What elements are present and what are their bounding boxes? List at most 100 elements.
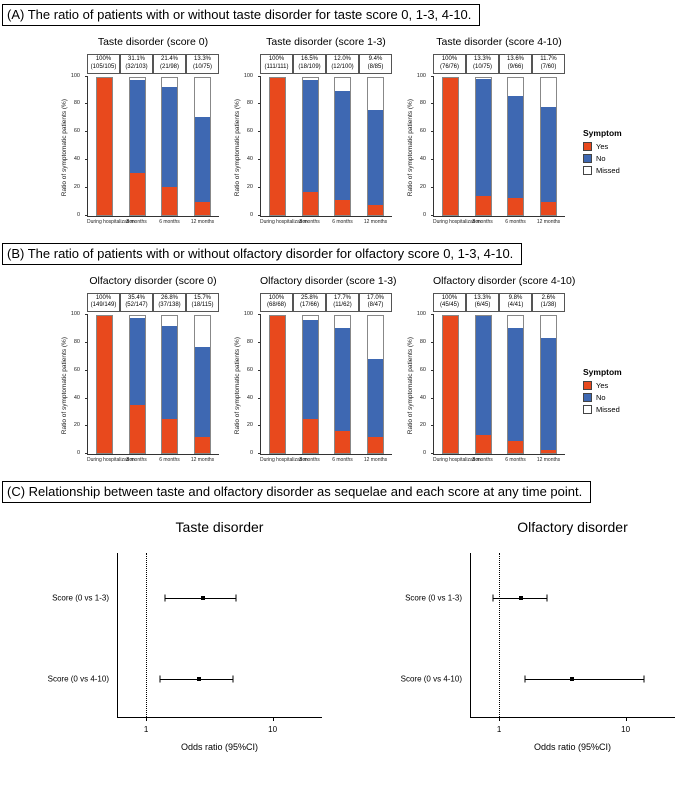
bar-segment-missed bbox=[508, 77, 524, 96]
bar-value-label: 11.7% (7/60) bbox=[532, 54, 565, 74]
y-tick: 20 bbox=[420, 184, 434, 190]
y-tick-label: 20 bbox=[73, 183, 80, 190]
bar-column bbox=[186, 76, 219, 216]
bar-column bbox=[88, 315, 121, 455]
barchart-taste-score-4-10: Ratio of symptomatic patients (%) Taste d… bbox=[404, 36, 565, 225]
forest-row-label: Score (0 vs 4-10) bbox=[400, 674, 462, 684]
bar-segment-missed bbox=[129, 77, 145, 81]
y-tick: 80 bbox=[420, 100, 434, 106]
bar-segment-yes bbox=[442, 77, 458, 215]
bar-segment-missed bbox=[368, 316, 384, 359]
legend-title: Symptom bbox=[583, 366, 622, 377]
bar-percent: 100% bbox=[268, 294, 285, 301]
panel-a-chart-row: Ratio of symptomatic patients (%) Taste d… bbox=[0, 28, 700, 239]
bar-label-cell: 2.6% (1/38) bbox=[532, 292, 565, 313]
legend-label: Yes bbox=[596, 380, 609, 390]
panel-c-title: Relationship between taste and olfactory… bbox=[28, 484, 583, 500]
bar-segment-missed bbox=[302, 316, 318, 321]
y-tick: 100 bbox=[71, 311, 88, 317]
bar-value-label: 100% (111/111) bbox=[260, 54, 293, 74]
chart-title: Taste disorder (score 1-3) bbox=[266, 36, 386, 48]
bar-fraction: (32/103) bbox=[125, 63, 148, 70]
x-tick-label: 12 months bbox=[363, 457, 388, 464]
bar-percent: 13.3% bbox=[473, 56, 491, 62]
bar-percent: 31.1% bbox=[127, 56, 145, 62]
y-tick-label: 100 bbox=[243, 311, 253, 318]
x-tick-label: 12 months bbox=[536, 218, 561, 225]
bar-segment-missed bbox=[302, 77, 318, 81]
bar-percent: 2.6% bbox=[541, 294, 556, 301]
ci-cap bbox=[164, 594, 166, 602]
x-axis-label: Odds ratio (95%CI) bbox=[180, 742, 259, 753]
bar-segment-no bbox=[368, 109, 384, 205]
y-tick-label: 60 bbox=[419, 128, 426, 135]
forest-row-labels: Score (0 vs 1-3) Score (0 vs 4-10) bbox=[378, 553, 470, 718]
bar-segment-no bbox=[195, 347, 211, 437]
legend-label: Missed bbox=[596, 404, 620, 414]
bar-percent: 25.8% bbox=[300, 294, 318, 301]
legend-swatch bbox=[583, 392, 592, 402]
bar-label-cell: 11.7% (7/60) bbox=[532, 54, 565, 74]
stacked-bar bbox=[540, 76, 558, 216]
bar-segment-no bbox=[368, 358, 384, 438]
forest-row-label: Score (0 vs 1-3) bbox=[405, 593, 462, 603]
y-tick-label: 60 bbox=[73, 128, 80, 135]
symptom-legend: Symptom Yes No Missed bbox=[583, 367, 622, 417]
x-tick bbox=[625, 717, 627, 722]
bar-segment-missed bbox=[335, 77, 351, 92]
chart-title: Olfactory disorder (score 4-10) bbox=[433, 274, 576, 287]
bar-column bbox=[467, 315, 500, 455]
bar-segment-missed bbox=[541, 316, 557, 338]
bar-value-label: 26.8% (37/138) bbox=[153, 292, 186, 313]
y-tick-label: 40 bbox=[73, 394, 80, 401]
bar-segment-no bbox=[195, 116, 211, 202]
bar-value-label: 100% (45/45) bbox=[433, 292, 466, 313]
y-tick-label: 80 bbox=[246, 339, 253, 345]
bar-fraction: (68/68) bbox=[266, 302, 286, 309]
symptom-legend: Symptom Yes No Missed bbox=[583, 128, 622, 178]
stacked-bar bbox=[507, 315, 525, 455]
bar-label-row: 100% (149/149) 35.4% (52/147) 26.8% (37/138) 1… bbox=[87, 292, 219, 313]
y-tick-label: 40 bbox=[246, 394, 253, 401]
y-tick: 60 bbox=[74, 367, 88, 373]
y-tick: 0 bbox=[250, 212, 261, 218]
y-tick-label: 100 bbox=[416, 72, 426, 79]
y-axis-label-text: Ratio of symptomatic patients (%) bbox=[233, 98, 241, 196]
panel-c-label: (C) bbox=[7, 484, 26, 500]
bar-fraction: (4/41) bbox=[507, 302, 524, 309]
bar-fraction: (7/60) bbox=[540, 63, 557, 70]
bar-segment-missed bbox=[162, 77, 178, 87]
x-tick-label: 10 bbox=[621, 725, 631, 735]
panel-a-header: (A) The ratio of patients with or withou… bbox=[2, 4, 481, 26]
bar-fraction: (111/111) bbox=[264, 63, 289, 70]
stacked-bar bbox=[474, 76, 492, 216]
stacked-bar bbox=[95, 76, 113, 216]
y-tick-label: 60 bbox=[73, 366, 80, 373]
bar-segment-no bbox=[541, 337, 557, 451]
bar-label-cell: 100% (149/149) bbox=[87, 292, 120, 313]
y-tick-label: 60 bbox=[246, 366, 253, 373]
x-tick bbox=[272, 717, 274, 722]
y-tick: 60 bbox=[247, 128, 261, 134]
legend-swatch bbox=[583, 142, 592, 151]
y-tick-label: 80 bbox=[73, 100, 80, 107]
bar-value-label: 17.0% (8/47) bbox=[359, 292, 392, 313]
stacked-bar bbox=[194, 76, 212, 216]
odds-ratio-point bbox=[519, 595, 524, 600]
x-tick-label: During hospitalization bbox=[260, 218, 308, 225]
bar-column bbox=[500, 76, 533, 216]
bar-segment-yes bbox=[368, 204, 384, 215]
y-tick: 60 bbox=[420, 367, 434, 373]
bar-column bbox=[467, 76, 500, 216]
panel-c-forest-row: Taste disorder Score (0 vs 1-3) Score (0 v… bbox=[0, 505, 700, 752]
x-tick-label: 6 months bbox=[505, 457, 526, 464]
bar-percent: 15.7% bbox=[193, 294, 211, 301]
bar-percent: 17.7% bbox=[333, 294, 351, 301]
x-tick-label: 12 months bbox=[190, 457, 215, 464]
bar-segment-yes bbox=[475, 434, 491, 454]
stacked-bar bbox=[334, 76, 352, 216]
bar-value-label: 12.0% (12/100) bbox=[326, 54, 359, 74]
x-tick-label: 3 months bbox=[299, 457, 320, 464]
y-tick: 20 bbox=[74, 184, 88, 190]
legend-item-missed: Missed bbox=[583, 166, 622, 175]
